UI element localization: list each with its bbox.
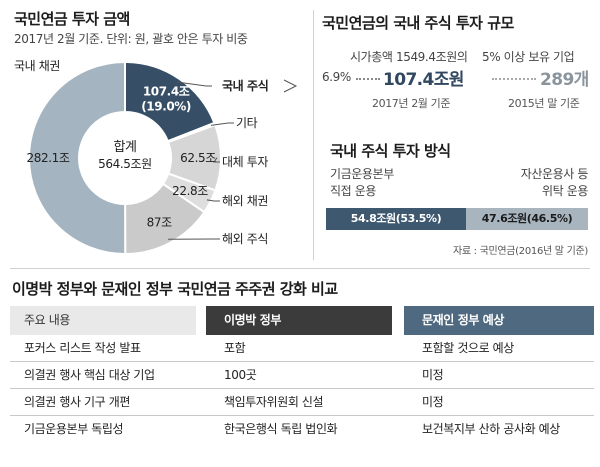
dotted-leader-1 <box>356 78 380 80</box>
header-moon-government: 문재인 정부 예상 <box>404 306 594 335</box>
row-lee: 책임투자위원회 신설 <box>224 395 324 409</box>
table-row: 의결권 행사 핵심 대상 기업 100곳 미정 <box>10 362 594 389</box>
row-topic: 의결권 행사 핵심 대상 기업 <box>24 368 155 382</box>
donut-slices <box>28 60 222 256</box>
row-moon: 보건복지부 산하 공사화 예상 <box>422 422 560 436</box>
comparison-table: 주요 내용 이명박 정부 문재인 정부 예상 포커스 리스트 작성 발표 포함 … <box>10 306 594 443</box>
slice-name-기타: 기타 <box>236 116 258 130</box>
holdings-label: 5% 이상 보유 기업 <box>482 50 575 64</box>
slice-name-대체-투자: 대체 투자 <box>222 155 268 169</box>
leader-line-기타 <box>210 122 234 126</box>
market-cap-label: 시가총액 1549.4조원의 <box>350 50 468 64</box>
row-lee: 한국은행식 독립 법인화 <box>224 422 338 436</box>
slice-name-해외-채권: 해외 채권 <box>222 194 268 208</box>
donut-slice-국내-주식 <box>124 60 216 143</box>
slice-value-국내-주식: 107.4조 <box>143 85 190 99</box>
header-topic: 주요 내용 <box>10 306 196 335</box>
method-bar-위탁-운용: 47.6조원(46.5%) <box>466 208 588 230</box>
method-bar-직접-운용: 54.8조원(53.5%) <box>326 208 466 230</box>
delegated-label-2: 위탁 운용 <box>542 184 588 198</box>
market-share: 6.9% <box>322 70 351 84</box>
left-panel-subtitle: 2017년 2월 기준. 단위: 원, 괄호 안은 투자 비중 <box>14 32 248 46</box>
domestic-investment-value: 107.4조원 <box>383 70 464 90</box>
table-header-row: 주요 내용 이명박 정부 문재인 정부 예상 <box>10 306 594 335</box>
slice-name-국내-주식: 국내 주식 <box>222 78 268 93</box>
holdings-date: 2015년 말 기준 <box>508 97 580 110</box>
table-row: 포커스 리스트 작성 발표 포함 포함할 것으로 예상 <box>10 335 594 362</box>
investment-date: 2017년 2월 기준 <box>372 97 451 110</box>
slice-value-대체-투자: 62.5조 <box>180 151 216 165</box>
header-lee-government: 이명박 정부 <box>206 306 392 335</box>
holdings-value: 289개 <box>540 70 589 90</box>
table-row: 기금운용본부 독립성 한국은행식 독립 법인화 보건복지부 산하 공사화 예상 <box>10 416 594 443</box>
table-row: 의결권 행사 기구 개편 책임투자위원회 신설 미정 <box>10 389 594 416</box>
row-lee: 100곳 <box>224 368 257 382</box>
delegated-label-1: 자산운용사 등 <box>520 167 589 181</box>
right-panel-title: 국민연금의 국내 주식 투자 규모 <box>322 14 514 32</box>
leader-line-대체-투자 <box>213 157 220 163</box>
leader-line-해외-채권 <box>206 199 220 202</box>
direct-label-1: 기금운용본부 <box>330 167 394 181</box>
row-moon: 미정 <box>422 395 444 409</box>
connector-bracket <box>283 79 298 93</box>
row-lee: 포함 <box>224 341 246 355</box>
row-topic: 포커스 리스트 작성 발표 <box>24 341 141 355</box>
row-moon: 포함할 것으로 예상 <box>422 341 514 355</box>
row-topic: 의결권 행사 기구 개편 <box>24 395 131 409</box>
slice-name-국내-채권: 국내 채권 <box>14 59 60 73</box>
slice-name-해외-주식: 해외 주식 <box>222 232 268 246</box>
direct-label-2: 직접 운용 <box>330 184 376 198</box>
slice-value-국내-채권: 282.1조 <box>27 151 70 165</box>
comparison-title: 이명박 정부와 문재인 정부 국민연금 주주권 강화 비교 <box>12 280 338 298</box>
row-moon: 미정 <box>422 368 444 382</box>
row-topic: 기금운용본부 독립성 <box>24 422 124 436</box>
left-panel-title: 국민연금 투자 금액 <box>14 10 130 28</box>
donut-center-total: 564.5조원 <box>98 157 152 171</box>
section-divider <box>10 268 590 269</box>
donut-slice-국내-채권 <box>28 60 127 256</box>
method-panel-title: 국내 주식 투자 방식 <box>330 142 451 160</box>
method-stacked-bar: 54.8조원(53.5%) 47.6조원(46.5%) <box>326 208 588 230</box>
panel-divider <box>313 10 314 260</box>
slice-value-해외-채권: 22.8조 <box>172 184 208 198</box>
leader-line-국내-주식 <box>176 81 212 87</box>
donut-center-label: 합계 <box>113 140 136 155</box>
slice-value-해외-주식: 87조 <box>147 216 172 230</box>
method-source: 자료 : 국민연금(2016년 말 기준) <box>452 246 588 257</box>
donut-leader-lines <box>168 79 298 240</box>
slice-share-국내-주식: (19.0%) <box>141 100 191 114</box>
dotted-leader-2 <box>492 78 536 80</box>
